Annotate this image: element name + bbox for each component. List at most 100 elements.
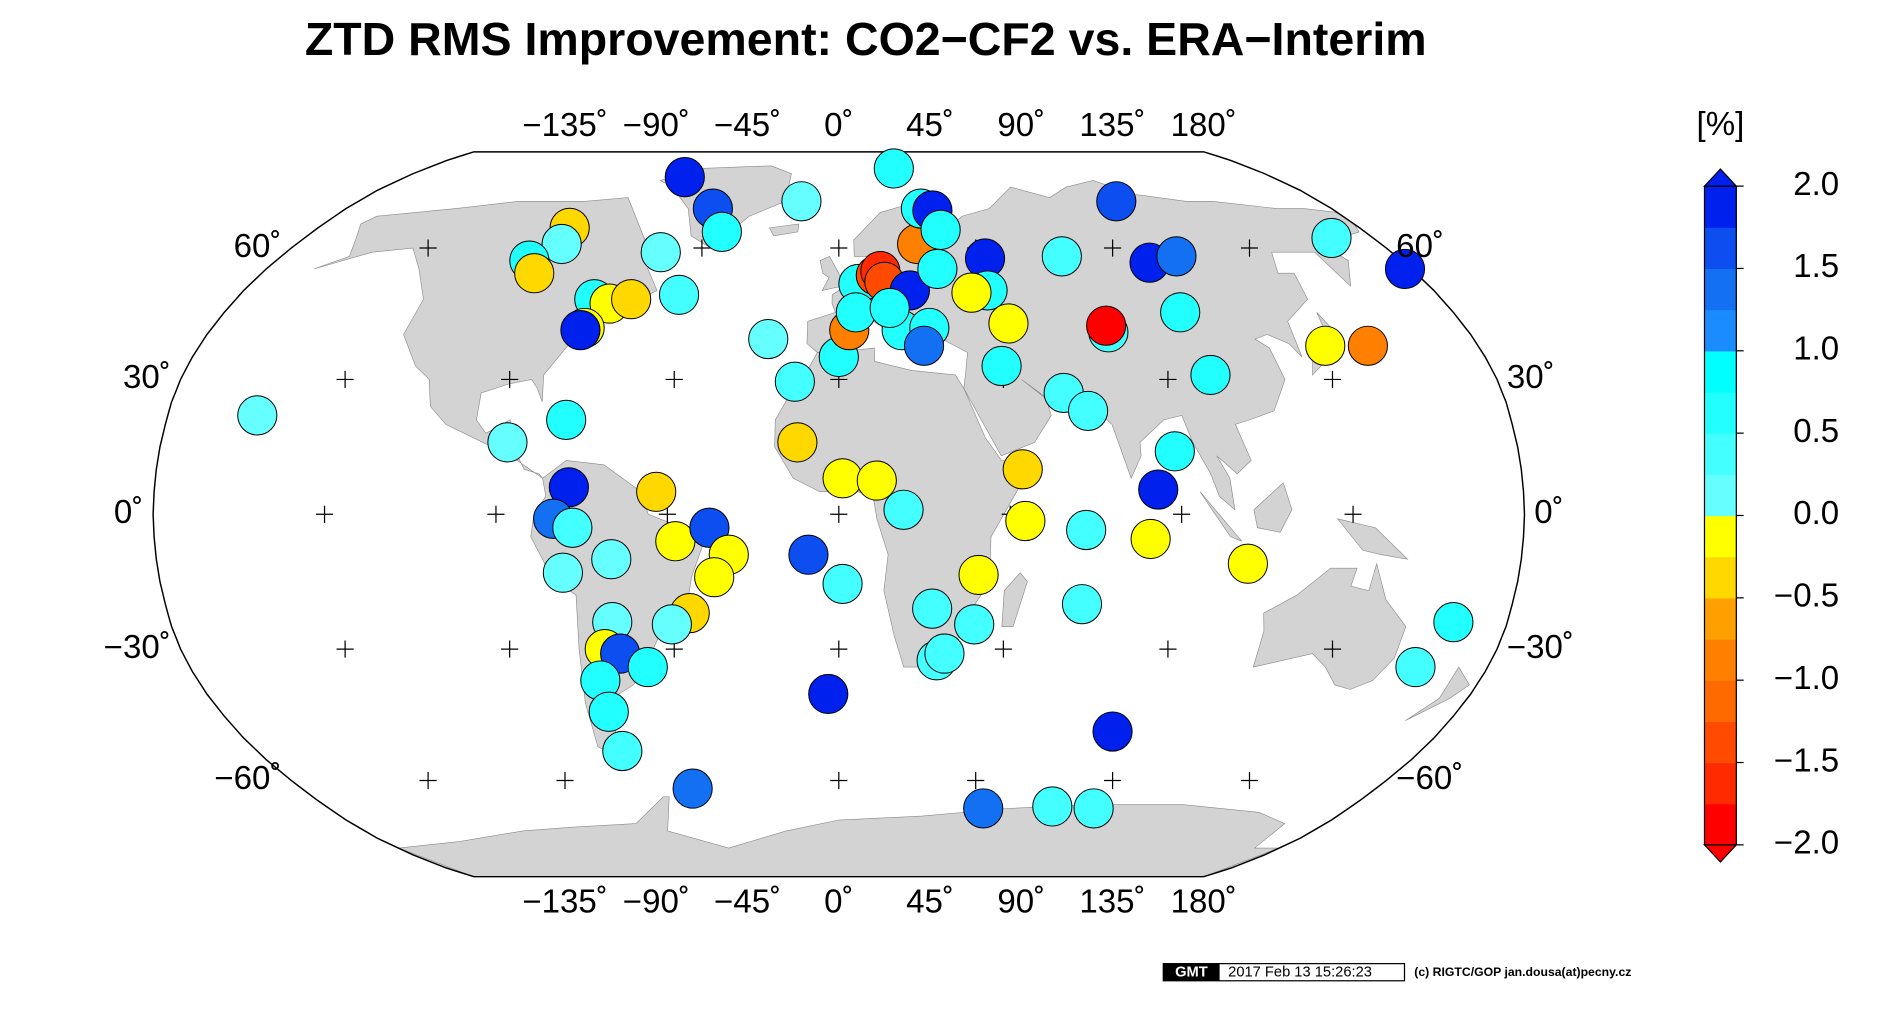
station (658, 274, 700, 315)
colorbar-bin (1704, 268, 1737, 311)
colorbar-bin (1704, 350, 1737, 393)
grid-cross (967, 771, 985, 790)
colorbar-bin (1704, 680, 1737, 722)
station (1190, 354, 1231, 396)
station (1305, 325, 1346, 366)
station (655, 521, 696, 562)
map-frame (152, 151, 1526, 878)
station (835, 292, 876, 333)
station (1156, 236, 1197, 277)
station (694, 557, 735, 598)
colorbar-tick-label: 0.5 (1793, 413, 1839, 450)
credit: (c) RIGTC/GOP jan.dousa(at)pecny.cz (1414, 965, 1631, 979)
station (924, 633, 965, 674)
grid-cross (501, 370, 519, 389)
colorbar-bin (1704, 803, 1737, 846)
grid-cross (1159, 640, 1177, 658)
y-tick-label: 0˚ (1534, 494, 1563, 531)
x-tick-label: 0˚ (824, 883, 853, 920)
station (1395, 646, 1436, 688)
colorbar-tick-label: 1.0 (1793, 331, 1839, 368)
land (1252, 562, 1407, 690)
colorbar-bottom (1703, 844, 1738, 863)
station (963, 788, 1004, 829)
grid-cross (1344, 505, 1362, 523)
land (1001, 572, 1028, 627)
station (903, 325, 945, 366)
station (988, 303, 1029, 344)
x-tick-label: −45˚ (714, 107, 781, 144)
grid-cross (501, 640, 519, 658)
land (1253, 482, 1293, 533)
land (1405, 666, 1470, 721)
x-tick-label: 180˚ (1171, 883, 1237, 920)
station (1073, 788, 1114, 829)
colorbar-bin (1704, 515, 1737, 558)
station (588, 691, 629, 732)
station (774, 361, 815, 402)
station (1384, 248, 1426, 290)
station (1041, 236, 1082, 277)
axis-labels: −135˚ −135˚ −90˚ −90˚ −45˚ −45˚ 0˚ 0˚ 45˚ 45˚ 90˚ 9… (104, 107, 1574, 920)
colorbar-bin (1704, 186, 1737, 228)
y-tick-label: 30˚ (1507, 359, 1555, 396)
grid-cross (994, 640, 1012, 658)
station (822, 563, 863, 605)
chart-title: ZTD RMS Improvement: CO2−CF2 vs. ERA−Int… (305, 13, 1427, 65)
land (1336, 518, 1409, 560)
station (781, 181, 822, 222)
x-tick-label: 45˚ (906, 883, 954, 920)
station (1227, 543, 1268, 584)
station (1067, 390, 1109, 431)
station (1092, 711, 1133, 752)
land (768, 223, 800, 237)
timestamp: 2017 Feb 13 15:26:23 (1228, 965, 1372, 981)
colorbar-bin (1704, 433, 1737, 475)
station (912, 588, 953, 629)
station (237, 395, 278, 436)
station (954, 604, 995, 645)
colorbar: [%] 2.0 1.5 1.0 0.5 0.0 −0.5 −1.0 −1.5 −2.0 (1697, 106, 1839, 863)
colorbar-bin (1704, 391, 1737, 434)
station (1005, 500, 1046, 542)
colorbar-bin (1704, 762, 1737, 805)
grid-cross (665, 370, 683, 389)
station (917, 248, 958, 290)
station (1032, 786, 1073, 827)
station (1130, 518, 1171, 560)
grid-cross (830, 771, 848, 790)
grid-cross (830, 640, 848, 658)
colorbar-tick-label: −2.0 (1774, 825, 1839, 862)
grid-cross (1323, 370, 1342, 389)
station (664, 157, 705, 198)
station (560, 310, 601, 351)
grid-cross (1173, 505, 1191, 523)
x-tick-label: 45˚ (906, 107, 954, 144)
grid-cross (1323, 640, 1342, 658)
station (808, 673, 849, 715)
colorbar-tick-label: 2.0 (1793, 166, 1839, 203)
land (1199, 491, 1242, 542)
station (1433, 602, 1474, 643)
logo-box (1163, 963, 1220, 981)
station (1311, 217, 1352, 259)
station (951, 272, 992, 313)
station (541, 223, 582, 265)
y-tick-label: −60˚ (214, 760, 281, 797)
grid-cross (419, 771, 437, 790)
station (920, 209, 961, 250)
station (514, 253, 555, 294)
colorbar-bin (1704, 309, 1737, 352)
colorbar-bin (1704, 474, 1737, 517)
station (672, 768, 713, 809)
grid-cross (556, 771, 574, 790)
station (822, 458, 863, 499)
station (958, 554, 999, 596)
grid-cross (336, 640, 354, 658)
x-tick-label: −90˚ (623, 107, 690, 144)
y-tick-label: 30˚ (123, 359, 171, 396)
colorbar-tick-label: 1.5 (1793, 248, 1839, 285)
footer: GMT 2017 Feb 13 15:26:23 (c) RIGTC/GOP j… (1162, 963, 1631, 982)
station (788, 534, 829, 575)
